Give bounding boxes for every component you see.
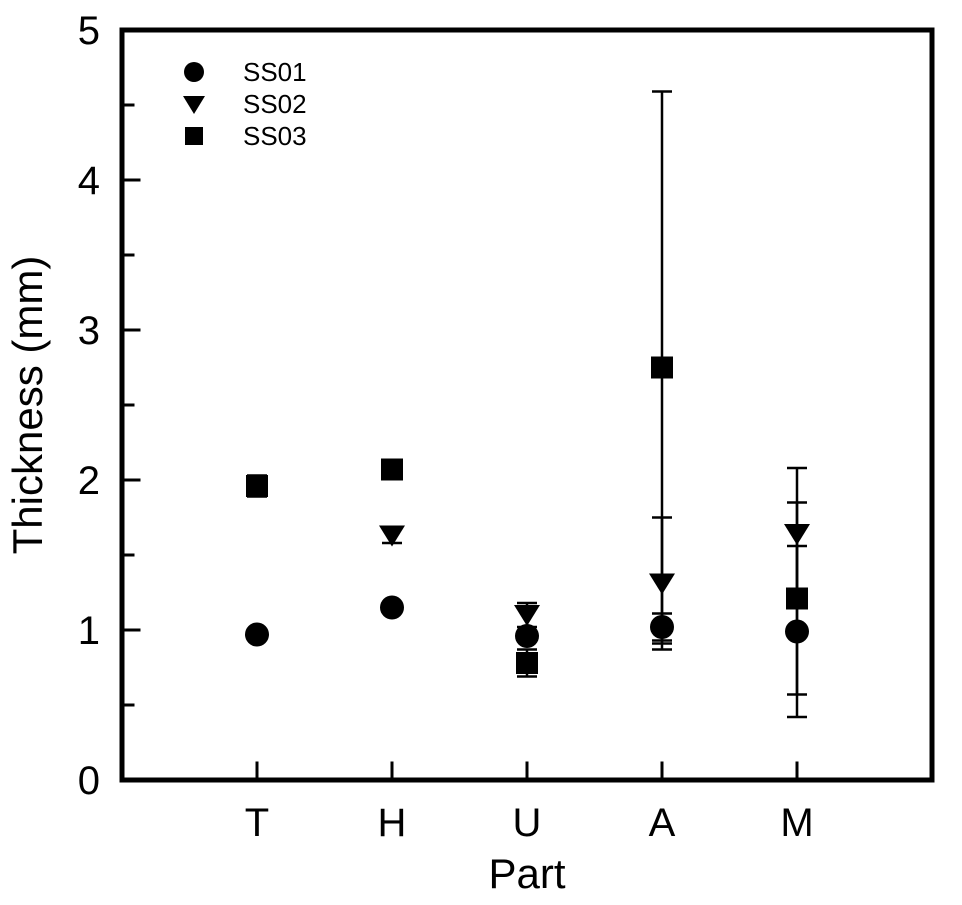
marker-ss01-T [245,622,269,647]
x-tick-label-M: M [780,801,813,845]
y-tick-label-2: 2 [78,459,100,503]
y-tick-label-4: 4 [78,159,100,203]
y-axis-label: Thickness (mm) [4,256,51,555]
y-tick-label-5: 5 [78,9,100,53]
y-tick-label-3: 3 [78,309,100,353]
y-tick-label-1: 1 [78,609,100,653]
marker-ss01-H [380,595,404,620]
marker-ss03-U [516,652,538,674]
legend-label-ss01: SS01 [243,57,307,87]
legend-marker-ss02 [183,96,205,114]
y-tick-label-0: 0 [78,759,100,803]
legend-marker-ss03 [185,127,203,145]
legend-marker-ss01 [184,62,204,82]
legend-label-ss03: SS03 [243,121,307,151]
marker-ss03-A [651,356,673,379]
marker-ss02-U [514,605,540,626]
marker-ss01-M [785,619,809,644]
x-tick-label-T: T [245,801,269,845]
marker-ss01-A [650,615,674,639]
marker-ss02-A [649,573,675,595]
marker-ss01-U [515,624,539,648]
x-tick-label-A: A [649,801,676,845]
legend-label-ss02: SS02 [243,89,307,119]
marker-ss02-M [784,524,810,545]
x-tick-label-U: U [513,801,542,845]
marker-ss03-T [246,475,268,497]
marker-ss02-H [379,525,405,547]
marker-ss03-M [786,587,808,610]
x-tick-label-H: H [378,801,407,845]
x-axis-label: Part [488,850,565,897]
marker-ss03-H [381,458,403,481]
plot-frame [119,27,935,783]
